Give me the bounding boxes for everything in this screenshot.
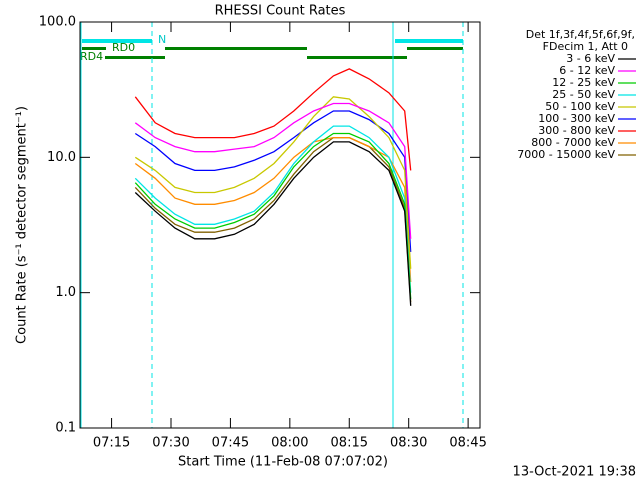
legend-label: 25 - 50 keV	[552, 88, 615, 101]
x-tick-label: 07:15	[93, 436, 130, 451]
legend-label: 50 - 100 keV	[545, 100, 615, 113]
chart-title: RHESSI Count Rates	[215, 4, 346, 19]
x-tick-label: 07:45	[212, 436, 249, 451]
axes-frame	[79, 21, 481, 429]
series-line	[134, 125, 412, 293]
series-line	[134, 136, 412, 303]
y-tick-label: 10.0	[47, 150, 76, 165]
series-line	[134, 68, 412, 171]
status-bar	[407, 47, 463, 50]
y-axis-label: Count Rate (s⁻¹ detector segment⁻¹)	[15, 106, 30, 344]
y-tick-label: 0.1	[55, 421, 76, 436]
series-line	[134, 141, 412, 306]
legend-header: Det 1f,3f,4f,5f,6f,9f,	[526, 28, 635, 41]
x-tick-label: 08:00	[271, 436, 308, 451]
legend-header: FDecim 1, Att 0	[543, 40, 628, 53]
x-tick-label: 07:30	[152, 436, 189, 451]
legend-label: 3 - 6 keV	[566, 52, 615, 65]
status-bar	[307, 56, 407, 59]
legend-label: 100 - 300 keV	[538, 112, 615, 125]
x-axis-label: Start Time (11-Feb-08 07:07:02)	[178, 455, 388, 470]
series-line	[134, 102, 412, 239]
status-bar	[82, 39, 152, 43]
x-tick-label: 08:45	[449, 436, 486, 451]
x-tick-label: 08:30	[390, 436, 427, 451]
annotation: N	[158, 33, 166, 46]
status-bar	[395, 39, 463, 43]
series-line	[134, 132, 412, 299]
y-tick-label: 1.0	[55, 285, 76, 300]
plot-area	[134, 68, 412, 306]
status-bar	[82, 47, 106, 50]
legend-label: 7000 - 15000 keV	[517, 148, 615, 161]
y-tick-label: 100.0	[39, 15, 76, 30]
legend-label: 300 - 800 keV	[538, 124, 615, 137]
series-line	[134, 96, 412, 269]
status-bars	[82, 39, 463, 59]
legend-label: 12 - 25 keV	[552, 76, 615, 89]
legend-label: 6 - 12 keV	[559, 64, 615, 77]
status-bar	[105, 56, 165, 59]
annotation: RD4	[80, 50, 103, 63]
legend-label: 800 - 7000 keV	[531, 136, 615, 149]
status-bar	[165, 47, 307, 50]
timestamp: 13-Oct-2021 19:38	[513, 465, 636, 480]
x-tick-label: 08:15	[331, 436, 368, 451]
annotation: RD0	[112, 41, 135, 54]
